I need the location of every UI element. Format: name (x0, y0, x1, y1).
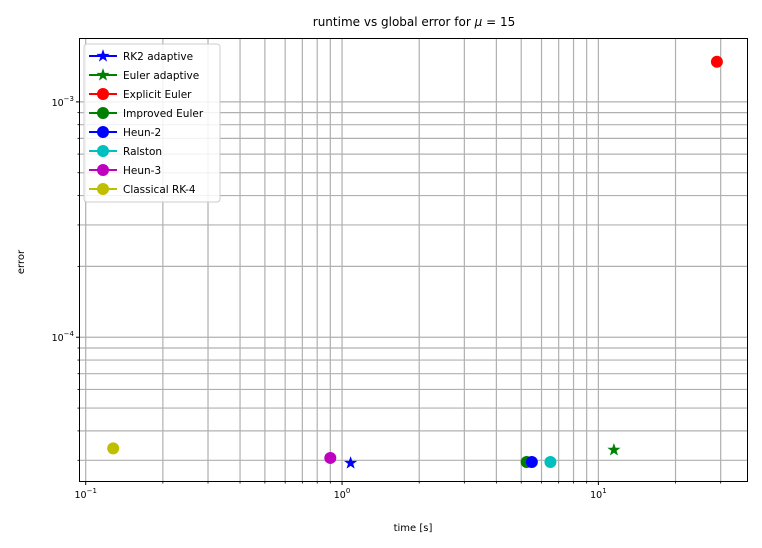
legend-label: Euler adaptive (123, 70, 199, 82)
point-rk2-adaptive (344, 456, 358, 469)
legend-item-improved-euler: Improved Euler (89, 107, 204, 120)
point-explicit-euler (710, 55, 723, 68)
legend-marker (97, 183, 109, 195)
legend-marker (97, 164, 109, 176)
legend-marker (96, 68, 110, 81)
legend-marker (97, 88, 109, 100)
legend-label: Heun-3 (123, 165, 161, 177)
legend-marker (97, 145, 109, 157)
legend-marker (96, 49, 110, 62)
legend-item-classical-rk-4: Classical RK-4 (89, 183, 196, 196)
point-euler-adaptive (607, 443, 621, 456)
legend-label: Classical RK-4 (123, 184, 196, 196)
legend-box (83, 43, 221, 203)
y-tick-label: 10−4 (52, 330, 75, 344)
chart-title: runtime vs global error for μ = 15 (313, 15, 515, 29)
legend-item-ralston: Ralston (89, 145, 162, 158)
point-heun-2 (525, 456, 538, 469)
legend-label: Ralston (123, 146, 162, 158)
x-axis-label: time [s] (394, 523, 433, 534)
legend: RK2 adaptive Euler adaptive Explicit Euler… (83, 43, 221, 203)
legend-label: Explicit Euler (123, 89, 192, 101)
point-classical-rk-4 (107, 442, 120, 455)
legend-marker (97, 107, 109, 119)
x-tick-label: 10−1 (74, 487, 96, 501)
y-axis-label: error (16, 249, 27, 274)
plot-frame (79, 38, 748, 482)
legend-marker (97, 126, 109, 138)
legend-label: Heun-2 (123, 127, 161, 139)
legend-item-euler-adaptive: Euler adaptive (89, 68, 199, 82)
point-ralston (544, 456, 557, 469)
legend-item-rk2-adaptive: RK2 adaptive (89, 49, 193, 63)
legend-item-heun-3: Heun-3 (89, 164, 161, 177)
x-tick-label: 101 (590, 487, 607, 501)
legend-item-heun-2: Heun-2 (89, 126, 161, 139)
minor-ticks (77, 112, 722, 484)
y-tick-label: 10−3 (52, 95, 74, 109)
grid (80, 39, 747, 481)
data-points (107, 55, 723, 469)
point-heun-3 (324, 451, 337, 464)
legend-label: RK2 adaptive (123, 51, 193, 63)
x-tick-label: 100 (334, 487, 351, 501)
legend-item-explicit-euler: Explicit Euler (89, 88, 192, 101)
legend-label: Improved Euler (123, 108, 204, 120)
